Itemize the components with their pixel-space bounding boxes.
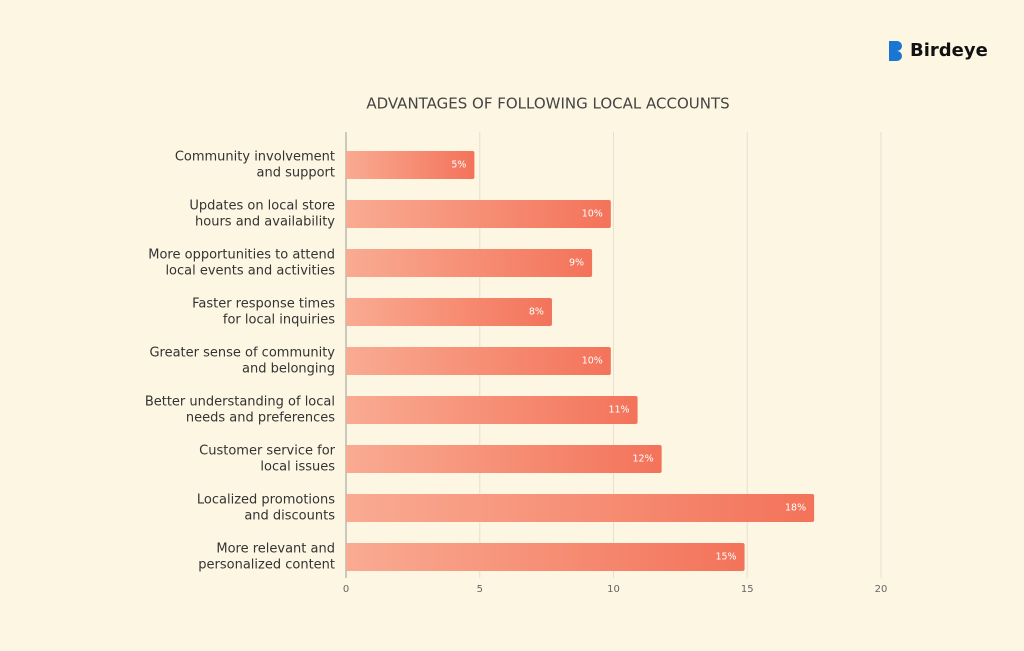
bar: [346, 298, 552, 326]
x-tick-label: 20: [875, 584, 888, 595]
y-tick-label: personalized content: [198, 558, 335, 573]
bar: [346, 249, 593, 277]
y-tick-label: More relevant and: [216, 542, 335, 557]
value-label: 10%: [582, 356, 603, 367]
y-tick-label: needs and preferences: [186, 411, 335, 426]
logo: Birdeye: [889, 40, 988, 61]
y-tick-label: Updates on local store: [189, 199, 335, 214]
y-tick-label: local events and activities: [165, 264, 335, 279]
y-tick-label: local issues: [260, 460, 335, 475]
y-tick-label: for local inquiries: [223, 313, 335, 328]
y-tick-label: Faster response times: [192, 297, 335, 312]
bar: [346, 445, 662, 473]
y-tick-label: Greater sense of community: [149, 346, 335, 361]
chart-title: ADVANTAGES OF FOLLOWING LOCAL ACCOUNTS: [366, 95, 729, 113]
value-label: 15%: [715, 552, 736, 563]
x-tick-label: 0: [343, 584, 349, 595]
value-label: 9%: [569, 258, 584, 269]
bar: [346, 200, 611, 228]
value-label: 8%: [529, 307, 544, 318]
bar: [346, 396, 638, 424]
x-tick-label: 10: [607, 584, 620, 595]
y-tick-label: More opportunities to attend: [148, 248, 335, 263]
value-label: 10%: [582, 209, 603, 220]
value-label: 11%: [608, 405, 629, 416]
y-tick-label: Better understanding of local: [145, 395, 335, 410]
y-tick-label: Localized promotions: [197, 493, 335, 508]
y-tick-label: hours and availability: [195, 215, 335, 230]
y-tick-label: Community involvement: [175, 150, 335, 165]
bar: [346, 543, 745, 571]
x-tick-label: 5: [477, 584, 483, 595]
bar: [346, 151, 475, 179]
value-label: 5%: [451, 160, 466, 171]
y-tick-label: and discounts: [244, 509, 335, 524]
bar: [346, 347, 611, 375]
logo-icon: [889, 41, 902, 61]
y-tick-label: Customer service for: [199, 444, 336, 459]
y-tick-label: and belonging: [242, 362, 335, 377]
value-label: 12%: [633, 454, 654, 465]
y-tick-label: and support: [256, 166, 335, 181]
bar: [346, 494, 815, 522]
x-tick-label: 15: [741, 584, 754, 595]
brand: Birdeye: [910, 40, 988, 61]
value-label: 18%: [785, 503, 806, 514]
